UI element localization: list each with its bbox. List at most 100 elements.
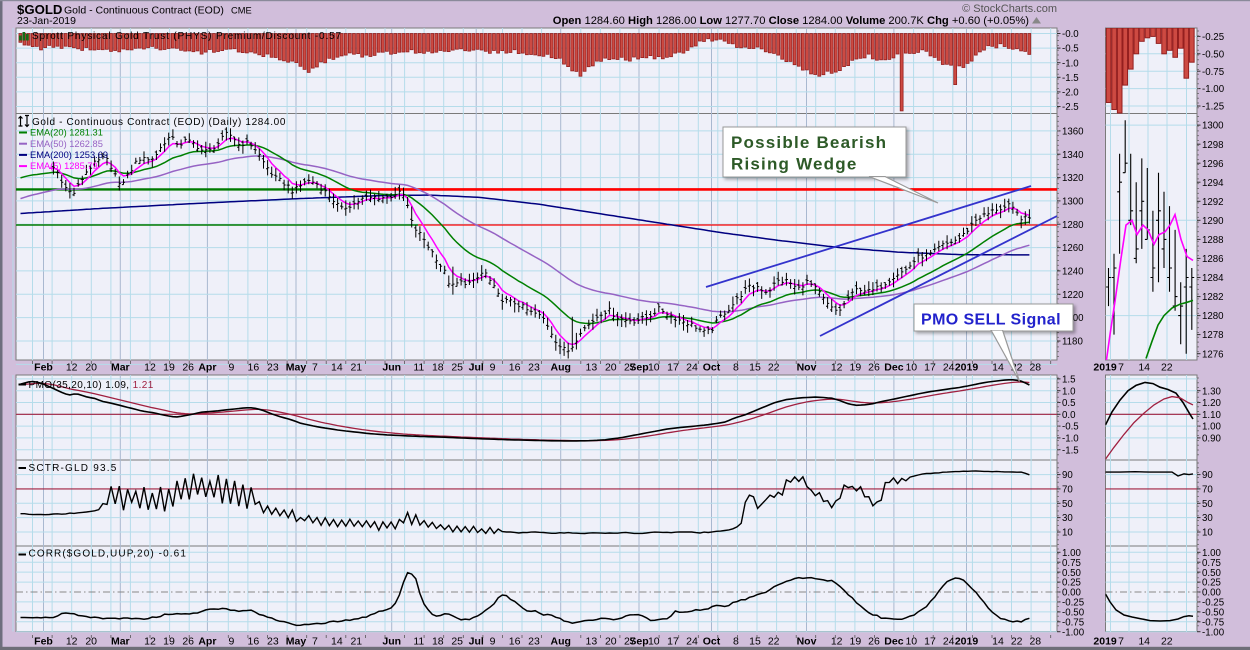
svg-text:24: 24	[943, 362, 955, 374]
svg-text:26: 26	[868, 636, 880, 648]
svg-text:-0.0: -0.0	[1062, 29, 1079, 40]
svg-text:11: 11	[413, 636, 424, 648]
svg-text:EMA(50) 1262.85: EMA(50) 1262.85	[30, 139, 103, 149]
svg-text:-0.5: -0.5	[1062, 44, 1079, 55]
svg-text:Feb: Feb	[34, 362, 53, 374]
svg-text:1294: 1294	[1202, 178, 1224, 189]
svg-text:Gold - Continuous Contract (EO: Gold - Continuous Contract (EOD)	[64, 5, 224, 17]
svg-text:17: 17	[667, 362, 679, 374]
svg-text:10: 10	[1062, 528, 1073, 539]
svg-text:9: 9	[228, 362, 234, 374]
svg-text:Mar: Mar	[111, 362, 130, 374]
svg-text:1.00: 1.00	[1202, 422, 1221, 433]
svg-text:Possible Bearish: Possible Bearish	[731, 133, 887, 152]
svg-text:2019: 2019	[1093, 636, 1117, 648]
svg-text:SCTR-GLD 93.5: SCTR-GLD 93.5	[29, 463, 118, 474]
svg-text:-1.25: -1.25	[1202, 102, 1224, 113]
svg-text:90: 90	[1062, 470, 1073, 481]
svg-text:0.00: 0.00	[1062, 588, 1081, 599]
svg-text:12: 12	[831, 636, 843, 648]
svg-text:Nov: Nov	[797, 636, 817, 648]
svg-text:23: 23	[267, 636, 279, 648]
svg-text:18: 18	[432, 362, 444, 374]
svg-text:EMA(200) 1253.69: EMA(200) 1253.69	[30, 150, 108, 160]
svg-text:1288: 1288	[1202, 235, 1224, 246]
svg-text:17: 17	[924, 362, 936, 374]
svg-text:12: 12	[66, 362, 78, 374]
svg-text:-1.0: -1.0	[1062, 434, 1079, 445]
svg-text:-1.0: -1.0	[1062, 58, 1079, 69]
svg-text:12: 12	[831, 362, 843, 374]
svg-text:CME: CME	[231, 6, 252, 16]
svg-text:-0.25: -0.25	[1202, 32, 1224, 43]
svg-text:1240: 1240	[1062, 267, 1084, 278]
svg-text:Jul: Jul	[469, 636, 484, 648]
svg-text:0.25: 0.25	[1062, 578, 1081, 589]
svg-text:21: 21	[350, 636, 362, 648]
svg-text:-2.5: -2.5	[1062, 102, 1079, 113]
svg-text:22: 22	[768, 362, 780, 374]
svg-text:-1.00: -1.00	[1202, 627, 1225, 638]
svg-text:Rising Wedge: Rising Wedge	[731, 155, 858, 174]
svg-text:26: 26	[868, 362, 880, 374]
svg-text:1284: 1284	[1202, 273, 1224, 284]
svg-text:0.50: 0.50	[1202, 568, 1221, 579]
svg-text:2019: 2019	[955, 362, 979, 374]
svg-text:24: 24	[686, 362, 698, 374]
svg-text:Aug: Aug	[550, 636, 570, 648]
svg-text:7: 7	[1118, 362, 1124, 374]
svg-text:PMO SELL Signal: PMO SELL Signal	[921, 312, 1061, 329]
svg-text:1260: 1260	[1062, 243, 1084, 254]
svg-text:20: 20	[85, 636, 97, 648]
svg-text:0.75: 0.75	[1202, 558, 1221, 569]
svg-text:0.90: 0.90	[1202, 434, 1221, 445]
svg-text:Jun: Jun	[382, 362, 401, 374]
svg-text:1300: 1300	[1202, 121, 1224, 132]
svg-text:22: 22	[1011, 362, 1023, 374]
svg-text:EMA(5) 1285.79: EMA(5) 1285.79	[30, 161, 98, 171]
svg-text:13: 13	[586, 636, 598, 648]
svg-text:1.00: 1.00	[1062, 548, 1081, 559]
svg-text:1360: 1360	[1062, 127, 1084, 138]
svg-text:27: 27	[624, 362, 636, 374]
svg-text:1.0: 1.0	[1062, 386, 1076, 397]
svg-text:2019: 2019	[955, 636, 979, 648]
svg-text:22: 22	[1161, 636, 1173, 648]
svg-text:30: 30	[1202, 513, 1213, 524]
svg-text:-0.25: -0.25	[1062, 598, 1084, 609]
svg-text:1296: 1296	[1202, 159, 1224, 170]
svg-text:May: May	[286, 362, 307, 374]
svg-text:24: 24	[943, 636, 955, 648]
svg-text:-1.5: -1.5	[1062, 445, 1079, 456]
svg-text:10: 10	[1202, 528, 1213, 539]
svg-text:25: 25	[451, 362, 463, 374]
svg-text:1286: 1286	[1202, 254, 1224, 265]
svg-text:Mar: Mar	[111, 636, 130, 648]
svg-text:1.5: 1.5	[1062, 375, 1075, 386]
svg-text:10: 10	[905, 362, 917, 374]
svg-text:9: 9	[490, 362, 496, 374]
svg-text:0.25: 0.25	[1202, 578, 1221, 589]
svg-text:Sprott Physical Gold Trust (PH: Sprott Physical Gold Trust (PHYS) Premiu…	[32, 31, 342, 42]
svg-text:26: 26	[182, 362, 194, 374]
svg-text:70: 70	[1062, 485, 1073, 496]
svg-text:8: 8	[733, 636, 739, 648]
svg-text:13: 13	[586, 362, 598, 374]
svg-text:$GOLD: $GOLD	[17, 2, 62, 17]
svg-text:14: 14	[331, 362, 343, 374]
svg-text:1276: 1276	[1202, 349, 1224, 360]
svg-text:50: 50	[1062, 499, 1073, 510]
svg-text:26: 26	[182, 636, 194, 648]
svg-text:Oct: Oct	[703, 636, 721, 648]
svg-text:25: 25	[451, 636, 463, 648]
svg-text:7: 7	[312, 636, 318, 648]
svg-text:1280: 1280	[1202, 311, 1224, 322]
svg-text:Sep: Sep	[629, 362, 648, 374]
svg-text:30: 30	[1062, 513, 1073, 524]
svg-text:-1.00: -1.00	[1202, 84, 1225, 95]
svg-text:1280: 1280	[1062, 220, 1084, 231]
svg-text:1282: 1282	[1202, 292, 1224, 303]
svg-text:0.0: 0.0	[1062, 410, 1076, 421]
svg-text:23: 23	[528, 636, 540, 648]
svg-text:Gold - Continuous Contract (EO: Gold - Continuous Contract (EOD) (Daily)…	[32, 117, 286, 128]
